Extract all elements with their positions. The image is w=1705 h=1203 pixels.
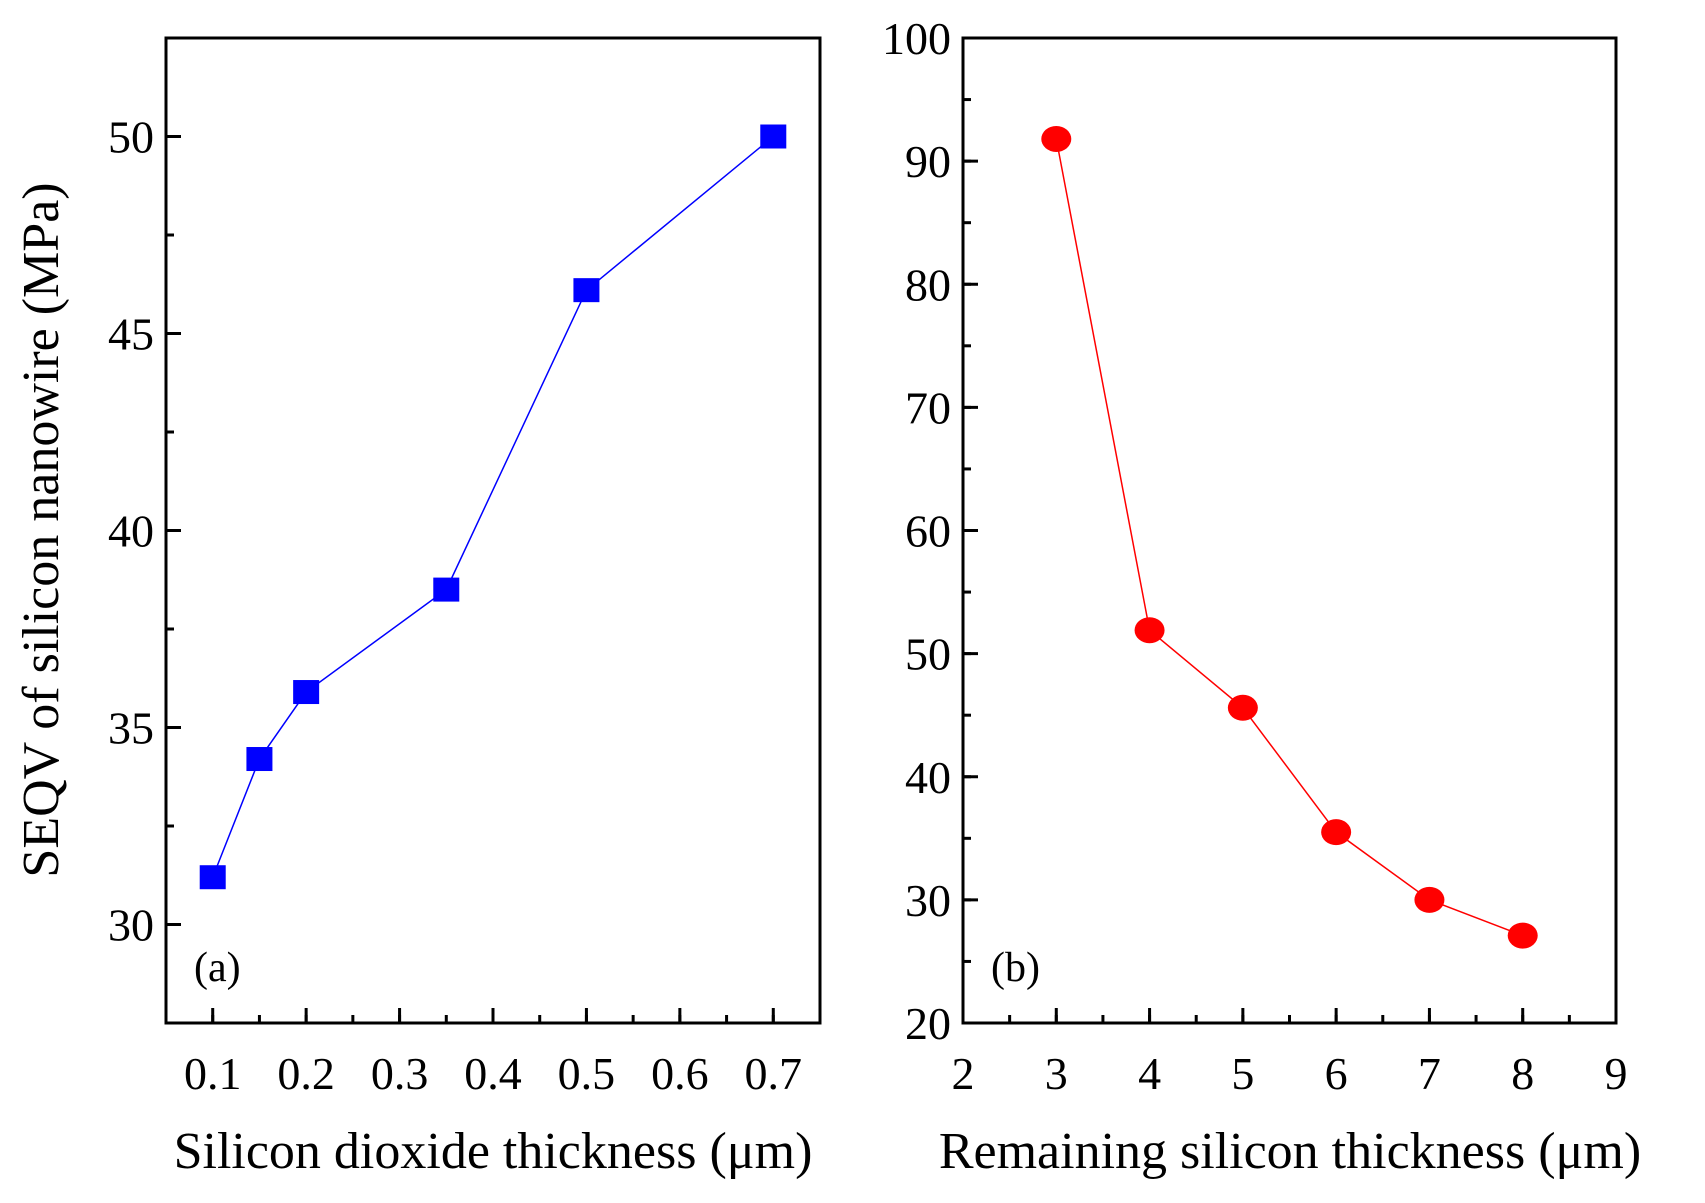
y-tick-label: 80	[905, 259, 951, 310]
x-tick-label: 4	[1138, 1048, 1161, 1099]
x-tick-label: 8	[1511, 1048, 1534, 1099]
y-tick-label: 90	[905, 136, 951, 187]
x-tick-label: 0.1	[184, 1048, 242, 1099]
x-tick-label: 0.4	[464, 1048, 522, 1099]
data-point	[1041, 125, 1072, 152]
y-tick-label: 70	[905, 382, 951, 433]
x-axis-label: Remaining silicon thickness (μm)	[939, 1123, 1641, 1180]
x-tick-label: 0.5	[558, 1048, 616, 1099]
y-tick-label: 35	[108, 703, 154, 754]
x-tick-label: 9	[1605, 1048, 1628, 1099]
x-tick-label: 0.6	[651, 1048, 709, 1099]
data-point	[246, 747, 273, 772]
y-tick-label: 20	[905, 998, 951, 1049]
x-tick-label: 0.2	[277, 1048, 335, 1099]
series-line	[212, 135, 774, 878]
series-line	[1055, 138, 1523, 937]
data-point	[293, 680, 320, 705]
y-tick-label: 30	[108, 900, 154, 951]
data-point	[199, 865, 226, 890]
y-tick-label: 40	[108, 506, 154, 557]
data-point	[760, 124, 787, 149]
data-point	[1321, 819, 1352, 846]
x-tick-label: 7	[1418, 1048, 1441, 1099]
plot-frame	[961, 36, 1618, 1025]
chart-b: 2 3 4 5 6 7 8 9 20 30 40 50 60 70 80 90 100 Remaining sil…	[882, 13, 1641, 1180]
data-point	[1134, 617, 1165, 644]
y-tick-label: 45	[108, 309, 154, 360]
y-tick-label: 60	[905, 506, 951, 557]
panel-label: (b)	[991, 945, 1040, 991]
data-point	[1227, 694, 1258, 721]
x-tick-label: 2	[952, 1048, 975, 1099]
panel-label: (a)	[194, 945, 241, 991]
chart-a: 0.1 0.2 0.3 0.4 0.5 0.6 0.7 30 35 40 45 50 Silicon d…	[13, 36, 822, 1180]
plot-frame	[164, 36, 822, 1025]
y-tick-label: 50	[108, 112, 154, 163]
x-tick-label: 6	[1325, 1048, 1348, 1099]
x-tick-label: 5	[1231, 1048, 1254, 1099]
data-point	[1414, 886, 1445, 913]
data-point	[1507, 922, 1538, 949]
y-tick-label: 50	[905, 629, 951, 680]
x-tick-label: 0.7	[745, 1048, 803, 1099]
y-axis-label: SEQV of silicon nanowire (MPa)	[13, 182, 70, 877]
data-point	[573, 278, 600, 303]
x-axis-label: Silicon dioxide thickness (μm)	[174, 1123, 813, 1180]
x-tick-label: 3	[1045, 1048, 1068, 1099]
y-tick-label: 100	[882, 13, 951, 64]
y-tick-label: 30	[905, 875, 951, 926]
x-tick-label: 0.3	[371, 1048, 429, 1099]
data-point	[433, 577, 460, 602]
y-tick-label: 40	[905, 752, 951, 803]
